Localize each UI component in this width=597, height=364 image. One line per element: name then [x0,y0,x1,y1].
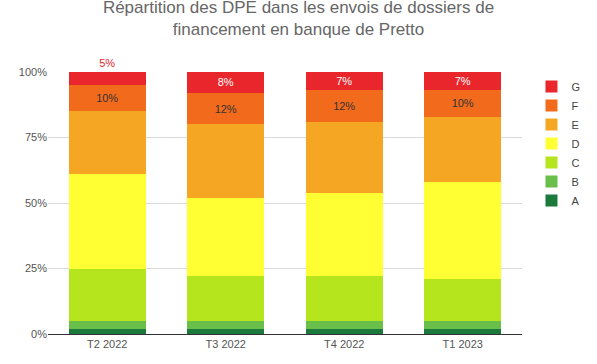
svg-text:0%: 0% [31,328,47,340]
svg-text:C: C [571,157,579,169]
svg-text:T2 2022: T2 2022 [87,338,127,350]
svg-text:T3 2022: T3 2022 [206,338,246,350]
svg-text:10%: 10% [452,97,474,109]
svg-text:F: F [571,100,578,112]
svg-text:T4 2022: T4 2022 [324,338,364,350]
svg-text:B: B [571,176,578,188]
svg-text:75%: 75% [25,131,47,143]
svg-text:10%: 10% [96,92,118,104]
svg-text:25%: 25% [25,262,47,274]
svg-text:50%: 50% [25,197,47,209]
svg-text:G: G [571,81,580,93]
svg-text:12%: 12% [333,100,355,112]
svg-text:Répartition des DPE dans les e: Répartition des DPE dans les envois de d… [103,0,494,39]
svg-text:12%: 12% [215,103,237,115]
svg-text:T1 2023: T1 2023 [443,338,483,350]
svg-text:7%: 7% [336,75,352,87]
svg-text:E: E [571,119,578,131]
svg-text:100%: 100% [19,66,47,78]
svg-text:D: D [571,138,579,150]
svg-text:5%: 5% [99,57,115,69]
svg-text:8%: 8% [218,76,234,88]
svg-text:7%: 7% [455,75,471,87]
svg-text:A: A [571,195,579,207]
